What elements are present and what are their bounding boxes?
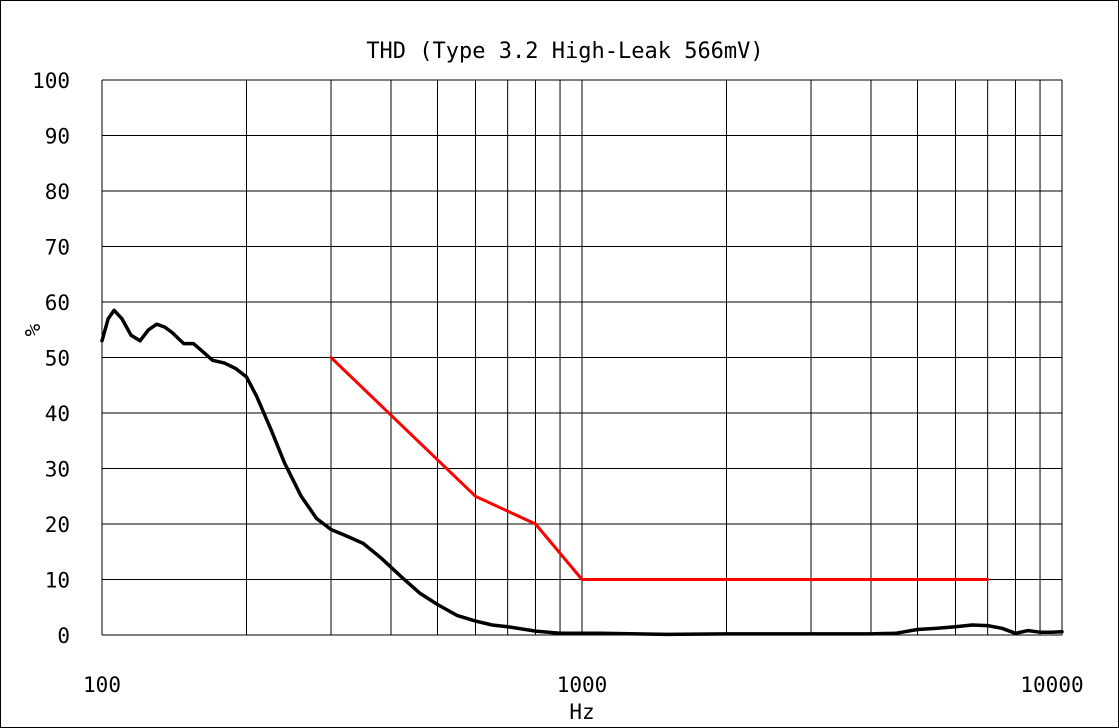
y-tick-label: 30	[45, 458, 70, 482]
x-tick-label: 100	[83, 673, 121, 697]
x-tick-labels: 100 1000 10000	[83, 673, 1084, 697]
y-tick-label: 40	[45, 402, 70, 426]
y-tick-label: 80	[45, 180, 70, 204]
grid	[101, 79, 1063, 636]
y-axis-label: %	[21, 323, 45, 336]
x-tick-label: 1000	[557, 673, 608, 697]
x-axis-label: Hz	[569, 700, 594, 724]
y-tick-label: 20	[45, 513, 70, 537]
y-tick-label: 90	[45, 125, 70, 149]
y-tick-label: 70	[45, 236, 70, 260]
y-tick-label: 50	[45, 347, 70, 371]
y-tick-labels: 0 10 20 30 40 50 60 70 80 90 100	[32, 69, 70, 648]
y-tick-label: 100	[32, 69, 70, 93]
y-tick-label: 10	[45, 569, 70, 593]
y-tick-label: 0	[57, 624, 70, 648]
y-tick-label: 60	[45, 291, 70, 315]
x-tick-label: 10000	[1020, 673, 1083, 697]
series-group	[100, 308, 1064, 637]
chart-title: THD (Type 3.2 High-Leak 566mV)	[366, 39, 763, 64]
thd-curve	[100, 308, 1064, 637]
limit-line	[329, 356, 990, 581]
